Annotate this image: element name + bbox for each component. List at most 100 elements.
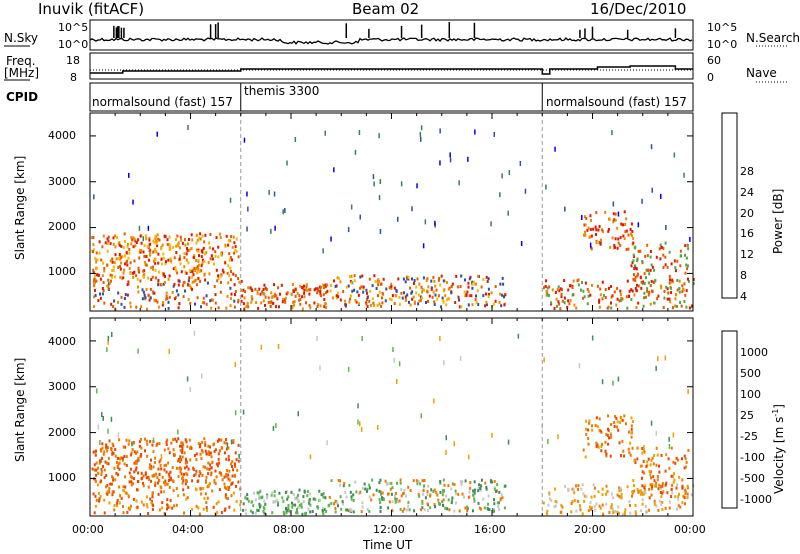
- velocity-cell: [579, 508, 582, 512]
- power-cell: [607, 229, 610, 233]
- velocity-cell: [174, 437, 177, 441]
- power-cell: [632, 236, 635, 240]
- power-cell: [157, 283, 160, 287]
- power-cell: [166, 297, 169, 300]
- velocity-cell: [391, 500, 394, 504]
- power-cell: [643, 282, 646, 285]
- velocity-cell: [181, 448, 184, 452]
- velocity-cell: [636, 488, 639, 491]
- power-cell: [344, 299, 347, 303]
- velocity-cell: [224, 508, 226, 512]
- power-cell: [361, 274, 364, 278]
- power-cell: [305, 285, 308, 289]
- velocity-cell: [205, 479, 207, 483]
- velocity-cell: [461, 480, 464, 484]
- power-cell: [226, 271, 229, 275]
- power-cell: [474, 298, 477, 302]
- velocity-cell: [264, 502, 267, 506]
- power-cell: [440, 305, 442, 309]
- velocity-cell: [128, 439, 131, 443]
- velocity-sparse-cell: [396, 379, 398, 384]
- power-cell: [199, 232, 202, 236]
- power-cell: [107, 239, 110, 243]
- power-cell: [301, 286, 304, 289]
- power-cell: [623, 210, 626, 214]
- velocity-cell: [291, 501, 293, 505]
- velocity-cell: [469, 481, 472, 484]
- power-cell: [106, 237, 109, 241]
- velocity-cell: [124, 491, 127, 495]
- power-cell: [154, 258, 157, 261]
- velocity-cell: [168, 485, 171, 489]
- power-cell: [305, 301, 307, 305]
- velocity-cell: [232, 440, 235, 444]
- power-cell: [208, 241, 211, 245]
- power-cell: [366, 305, 369, 309]
- power-cell: [201, 262, 204, 265]
- velocity-cell: [204, 465, 207, 469]
- velocity-sparse-cell: [377, 425, 379, 430]
- velocity-cell: [136, 505, 139, 509]
- power-cell: [264, 295, 267, 299]
- velocity-cell: [650, 470, 653, 474]
- power-cell: [668, 274, 671, 278]
- velocity-cell: [619, 486, 622, 490]
- power-cell: [487, 295, 490, 299]
- power-cell: [125, 251, 128, 254]
- velocity-cell: [230, 494, 233, 498]
- velocity-cell: [606, 433, 609, 437]
- power-cell: [443, 288, 446, 292]
- velocity-cell: [460, 483, 463, 487]
- velocity-cell: [366, 487, 369, 491]
- power-cell: [642, 280, 645, 284]
- power-cell: [165, 294, 168, 298]
- power-cell: [155, 299, 158, 303]
- power-cell: [164, 275, 166, 278]
- power-cell: [228, 274, 231, 278]
- power-cell: [294, 294, 297, 298]
- velocity-cell: [150, 458, 152, 462]
- power-sparse-cell: [347, 227, 350, 233]
- power-cell: [94, 256, 97, 260]
- velocity-cell: [421, 479, 424, 483]
- power-cell: [143, 272, 146, 276]
- power-cell: [230, 297, 232, 301]
- power-cell: [627, 233, 630, 237]
- power-cell: [191, 238, 194, 242]
- power-cell: [547, 293, 550, 297]
- power-cell: [666, 297, 669, 301]
- velocity-cell: [275, 498, 278, 502]
- velocity-cell: [640, 509, 643, 513]
- power-cell: [95, 267, 98, 271]
- power-cell: [135, 241, 138, 244]
- velocity-cell: [382, 498, 385, 501]
- power-cell: [553, 307, 556, 310]
- power-cell: [198, 236, 201, 240]
- power-cell: [226, 294, 229, 298]
- power-cell: [688, 306, 691, 310]
- velocity-cell: [571, 487, 574, 491]
- power-sparse-cell: [294, 137, 297, 142]
- velocity-cell: [628, 451, 631, 455]
- power-sparse-cell: [187, 125, 189, 130]
- power-cell: [142, 269, 145, 273]
- velocity-cell: [140, 477, 143, 481]
- velocity-cell: [683, 454, 686, 458]
- velocity-cell: [618, 441, 621, 445]
- velocity-cell: [282, 499, 285, 503]
- power-sparse-cell: [520, 241, 523, 246]
- velocity-cell: [161, 475, 164, 479]
- power-cell: [430, 279, 433, 283]
- power-cell: [188, 276, 191, 280]
- power-cell: [243, 307, 246, 311]
- velocity-cell: [585, 433, 588, 436]
- velocity-cell: [198, 474, 201, 478]
- power-cell: [357, 293, 360, 297]
- velocity-cell: [641, 470, 644, 474]
- power-cell: [388, 286, 391, 290]
- velocity-cell: [205, 506, 208, 510]
- velocity-cell: [610, 434, 613, 438]
- power-cell: [451, 282, 454, 286]
- velocity-cell: [106, 484, 109, 487]
- velocity-cell: [185, 459, 188, 463]
